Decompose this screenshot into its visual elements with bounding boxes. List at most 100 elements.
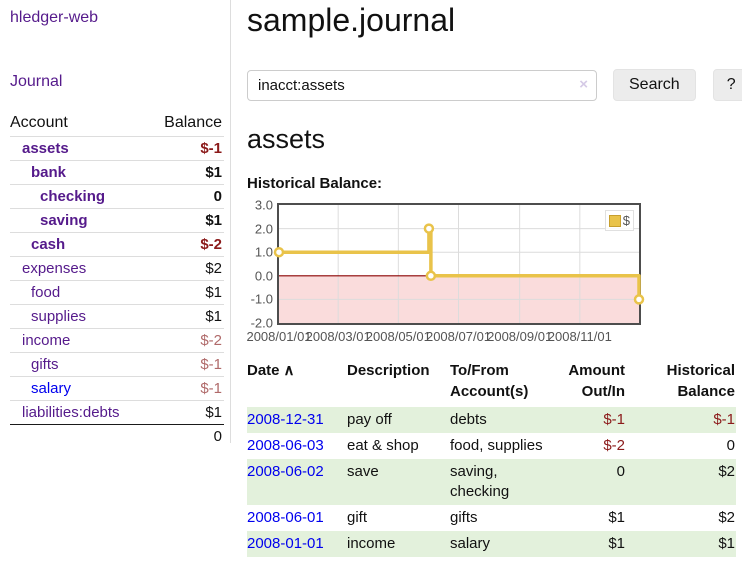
chart-plot-area: $ xyxy=(273,203,645,325)
account-link-assets[interactable]: assets xyxy=(22,140,69,157)
accounts-table: Account Balance assets $-1 bank $1 checking 0… xyxy=(10,112,224,448)
account-row: food $1 xyxy=(10,281,224,305)
sidebar-item-journal[interactable]: Journal xyxy=(10,73,63,90)
brand-link[interactable]: hledger-web xyxy=(10,9,99,26)
x-axis-tick-label: 2008/09/01 xyxy=(487,329,553,344)
transaction-date-link[interactable]: 2008-01-01 xyxy=(247,535,324,552)
transaction-balance: $2 xyxy=(718,509,735,526)
account-balance: 0 xyxy=(213,188,222,205)
legend-label: $ xyxy=(622,213,630,228)
y-axis-tick-label: 0.0 xyxy=(254,268,273,284)
account-row: income $-2 xyxy=(10,329,224,353)
account-link-food[interactable]: food xyxy=(31,284,61,301)
register-row: 2008-06-03 eat & shop food, supplies $-2 0 xyxy=(247,433,736,459)
account-row: bank $1 xyxy=(10,161,224,185)
account-link-cash[interactable]: cash xyxy=(31,236,66,253)
y-axis-tick-label: -1.0 xyxy=(250,291,273,307)
col-header-date[interactable]: Date ∧ xyxy=(247,362,295,379)
legend-swatch xyxy=(608,214,621,227)
transaction-description: gift xyxy=(347,509,368,526)
transaction-balance: $-1 xyxy=(637,407,736,433)
transaction-description: save xyxy=(347,459,450,505)
accounts-total-row: 0 xyxy=(10,425,224,448)
account-balance: $1 xyxy=(205,404,222,421)
search-button[interactable]: Search xyxy=(613,69,696,101)
sidebar: hledger-web Journal Account Balance asse… xyxy=(0,0,231,445)
account-link-income[interactable]: income xyxy=(22,332,71,349)
help-button[interactable]: ? xyxy=(712,69,742,101)
transaction-date-link[interactable]: 2008-06-01 xyxy=(247,509,324,526)
y-axis-tick-label: -2.0 xyxy=(250,315,273,331)
col-header-accounts[interactable]: To/From Account(s) xyxy=(450,362,529,400)
sidebar-nav: Journal xyxy=(10,73,224,91)
account-balance: $-1 xyxy=(200,380,222,397)
col-header-description[interactable]: Description xyxy=(347,362,430,379)
account-link-gifts[interactable]: gifts xyxy=(31,356,59,373)
transaction-accounts: debts xyxy=(450,407,567,433)
page-title: sample.journal xyxy=(247,2,456,38)
transaction-date-link[interactable]: 2008-06-02 xyxy=(247,463,324,480)
register-row: 2008-01-01 income salary $1 $1 xyxy=(247,531,736,557)
transaction-amount: $1 xyxy=(567,531,637,557)
chart-legend: $ xyxy=(604,210,634,231)
register-row: 2008-06-02 save saving, checking 0 $2 xyxy=(247,459,736,505)
accounts-table-header: Account Balance xyxy=(10,112,224,137)
transaction-amount: 0 xyxy=(567,459,637,505)
account-balance: $-2 xyxy=(200,236,222,253)
account-balance: $2 xyxy=(205,260,222,277)
account-row: assets $-1 xyxy=(10,137,224,161)
account-link-saving[interactable]: saving xyxy=(40,212,88,229)
chart-canvas xyxy=(273,205,645,323)
account-balance: $1 xyxy=(205,284,222,301)
account-balance: $-1 xyxy=(200,140,222,157)
account-link-checking[interactable]: checking xyxy=(40,188,106,205)
accounts-rows: assets $-1 bank $1 checking 0 saving $1 cash $-2 e… xyxy=(10,137,224,425)
transaction-amount: $-2 xyxy=(603,437,625,454)
col-header-amount[interactable]: Amount Out/In xyxy=(568,362,625,400)
y-axis-tick-label: 3.0 xyxy=(254,197,273,213)
transaction-amount: $1 xyxy=(608,509,625,526)
transaction-balance: 0 xyxy=(726,437,735,454)
transaction-accounts: gifts xyxy=(450,509,478,526)
search-box: × xyxy=(247,69,597,101)
account-link-expenses[interactable]: expenses xyxy=(22,260,87,277)
y-axis-tick-label: 2.0 xyxy=(254,221,273,237)
account-link-salary[interactable]: salary xyxy=(31,380,72,397)
account-link-liabilities-debts[interactable]: liabilities:debts xyxy=(22,404,120,421)
account-balance: $1 xyxy=(205,212,222,229)
account-balance: $1 xyxy=(205,164,222,181)
account-balance: $-1 xyxy=(200,356,222,373)
clear-search-icon[interactable]: × xyxy=(579,75,588,93)
transaction-amount: $-1 xyxy=(567,407,637,433)
x-axis-tick-label: 2008/05/01 xyxy=(365,329,431,344)
balance-column-header: Balance xyxy=(164,114,222,131)
transaction-description: pay off xyxy=(347,407,450,433)
account-link-supplies[interactable]: supplies xyxy=(31,308,87,325)
register-row: 2008-12-31 pay off debts $-1 $-1 xyxy=(247,407,736,433)
x-axis-tick-label: 2008/11/01 xyxy=(547,329,612,344)
transaction-balance: $2 xyxy=(637,459,736,505)
account-balance: $1 xyxy=(205,308,222,325)
account-row: liabilities:debts $1 xyxy=(10,401,224,425)
account-link-bank[interactable]: bank xyxy=(31,164,67,181)
chart-title: Historical Balance: xyxy=(247,175,383,192)
col-header-balance[interactable]: Historical Balance xyxy=(666,362,735,400)
account-row: gifts $-1 xyxy=(10,353,224,377)
transaction-date-link[interactable]: 2008-06-03 xyxy=(247,437,324,454)
sort-asc-icon: ∧ xyxy=(283,362,295,379)
app-brand: hledger-web xyxy=(10,9,224,27)
account-row: cash $-2 xyxy=(10,233,224,257)
transaction-date-link[interactable]: 2008-12-31 xyxy=(247,411,324,428)
total-balance: 0 xyxy=(213,428,222,445)
transaction-accounts: salary xyxy=(450,531,567,557)
account-row: expenses $2 xyxy=(10,257,224,281)
search-input[interactable] xyxy=(247,69,597,101)
transaction-balance: $1 xyxy=(637,531,736,557)
historical-balance-chart: $ 3.0 2.0 1.0 0.0 -1.0 -2.0 2008/01/01 2008/03/… xyxy=(246,198,736,345)
account-row: saving $1 xyxy=(10,209,224,233)
transaction-accounts: food, supplies xyxy=(450,437,543,454)
account-row: salary $-1 xyxy=(10,377,224,401)
transaction-description: eat & shop xyxy=(347,437,419,454)
register-header-row: Date ∧ Description To/From Account(s) Amo… xyxy=(247,360,736,407)
register-table: Date ∧ Description To/From Account(s) Amo… xyxy=(247,360,736,557)
